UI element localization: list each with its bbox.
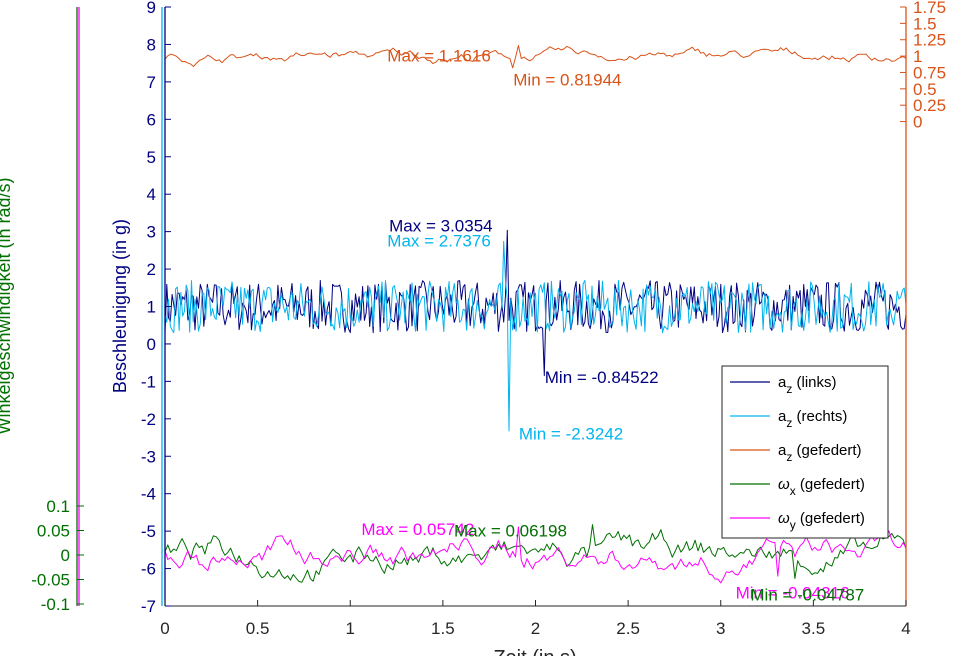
x-tick-label: 3.5 xyxy=(802,619,826,638)
left-tick-label: 6 xyxy=(147,110,156,129)
series-line-5 xyxy=(164,526,907,584)
right-tick-label: 0.5 xyxy=(913,80,937,99)
x-ticks: 0 0.5 1 1.5 2 2.5 3 3.5 4 xyxy=(160,600,911,638)
x-tick-label: 1 xyxy=(346,619,355,638)
legend-box xyxy=(721,365,889,539)
omega-tick-label: -0.05 xyxy=(31,571,70,590)
omega-tick-label: 0.1 xyxy=(46,497,70,516)
right-tick-label: 0.25 xyxy=(913,96,946,115)
omega-tick-label: 0 xyxy=(61,546,70,565)
left-tick-label: -4 xyxy=(141,485,156,504)
left-tick-label: -3 xyxy=(141,447,156,466)
annotation-label: Max = 0.06198 xyxy=(454,522,567,541)
left-tick-label: -6 xyxy=(141,560,156,579)
x-tick-label: 0.5 xyxy=(246,619,270,638)
annotation-label: Max = 3.0354 xyxy=(389,217,493,236)
annotation-label: Min = -2.3242 xyxy=(519,424,623,443)
x-tick-label: 1.5 xyxy=(431,619,455,638)
left-tick-label: 1 xyxy=(147,298,156,317)
right-tick-label: 1.75 xyxy=(913,0,946,17)
annotation-label: Min = -0.04787 xyxy=(750,585,864,604)
x-tick-label: 3 xyxy=(716,619,725,638)
x-axis-label: Zeit (in s) xyxy=(493,647,576,656)
left-tick-label: 8 xyxy=(147,35,156,54)
left-tick-label: -7 xyxy=(141,597,156,616)
series-line-2 xyxy=(164,240,907,432)
omega-y-axis-label: Winkelgeschwindigkeit (in rad/s) xyxy=(0,177,14,434)
legend-label: ωx (gefedert) xyxy=(778,476,865,498)
left-tick-label: -1 xyxy=(141,372,156,391)
omega-tick-label: -0.1 xyxy=(41,595,70,614)
left-tick-label: 3 xyxy=(147,223,156,242)
annotation-label: Max = 0.05742 xyxy=(361,520,474,539)
left-y-ticks: 9 8 7 6 5 4 3 2 1 0 -1 -2 -3 -4 -5 -6 -7 xyxy=(141,0,171,616)
left-tick-label: -5 xyxy=(141,522,156,541)
omega-tick-label: 0.05 xyxy=(37,522,70,541)
left-tick-label: 0 xyxy=(147,335,156,354)
left-tick-label: 2 xyxy=(147,260,156,279)
series-line-4 xyxy=(164,524,907,583)
right-tick-label: 1.5 xyxy=(913,14,937,33)
legend: az (links) az (rechts) az (gefedert) ωx (ge… xyxy=(721,365,889,539)
annotation-label: Max = 1.1616 xyxy=(387,46,491,65)
left-tick-label: 7 xyxy=(147,73,156,92)
omega-y-ticks: 0.1 0.05 0 -0.05 -0.1 xyxy=(31,497,84,614)
x-tick-label: 4 xyxy=(901,619,910,638)
annotation-label: Min = 0.81944 xyxy=(513,71,621,90)
left-tick-label: -2 xyxy=(141,410,156,429)
annotation-label: Min = -0.04316 xyxy=(736,584,850,603)
series-line-3 xyxy=(164,45,907,69)
legend-label: az (gefedert) xyxy=(778,442,862,464)
right-tick-label: 0 xyxy=(913,113,922,132)
x-tick-label: 2.5 xyxy=(616,619,640,638)
legend-items: az (links) az (rechts) az (gefedert) ωx (ge… xyxy=(730,374,865,532)
left-tick-label: 9 xyxy=(147,0,156,17)
series-line-1 xyxy=(164,229,907,377)
annotation-label: Min = -0.84522 xyxy=(545,368,659,387)
right-tick-label: 0.75 xyxy=(913,63,946,82)
legend-label: az (links) xyxy=(778,374,837,396)
left-y-axis-label: Beschleunigung (in g) xyxy=(110,219,130,393)
chart-series-layer xyxy=(164,45,907,584)
legend-label: az (rechts) xyxy=(778,408,847,430)
x-tick-label: 0 xyxy=(160,619,169,638)
left-tick-label: 5 xyxy=(147,148,156,167)
x-tick-label: 2 xyxy=(531,619,540,638)
legend-label: ωy (gefedert) xyxy=(778,510,865,532)
right-tick-label: 1.25 xyxy=(913,31,946,50)
left-tick-label: 4 xyxy=(147,185,156,204)
annotation-label: Max = 2.7376 xyxy=(387,232,491,251)
right-tick-label: 1 xyxy=(913,47,922,66)
